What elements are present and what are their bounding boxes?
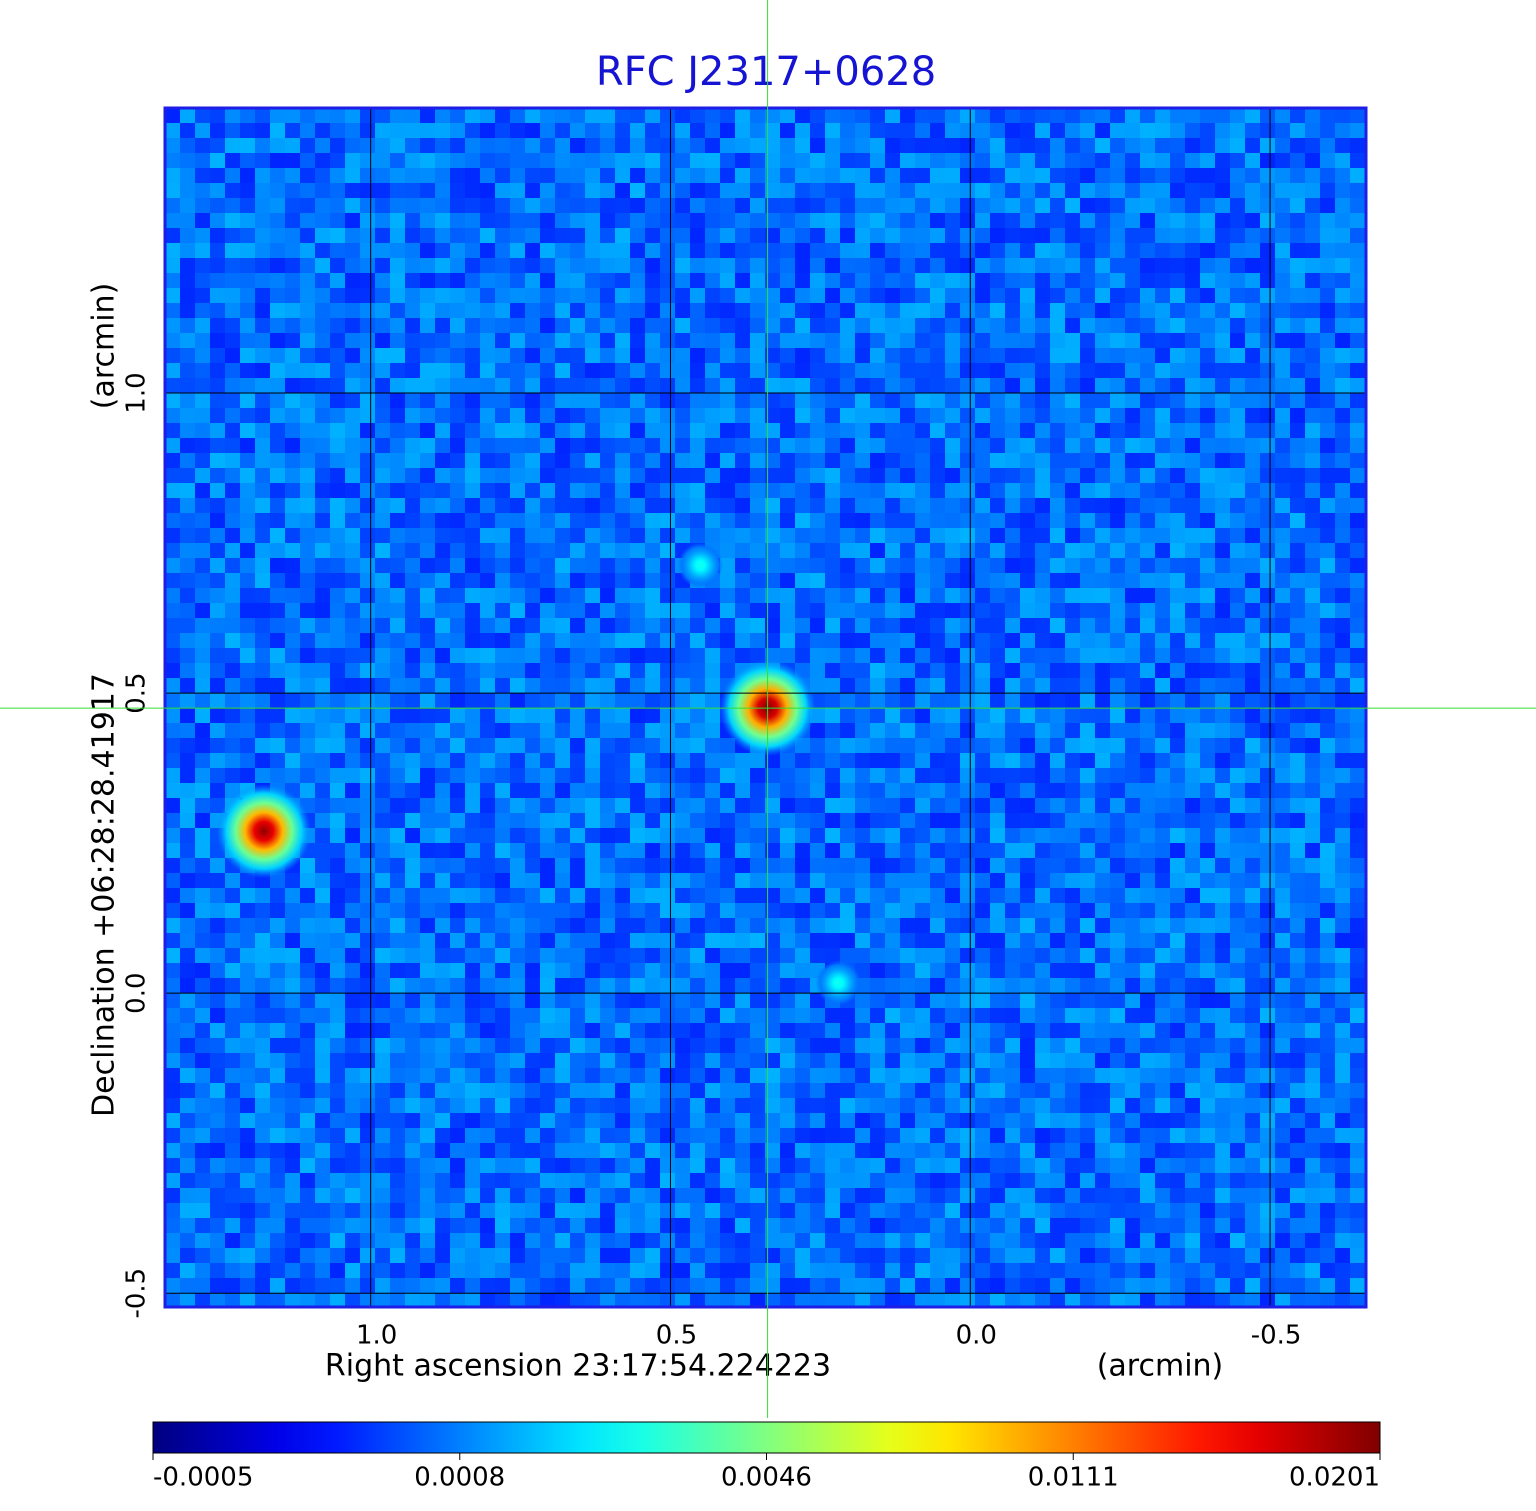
y-axis-unit: (arcmin)	[87, 283, 122, 410]
x-tick-label: 0.5	[656, 1321, 697, 1351]
source	[815, 960, 861, 1006]
x-axis-unit: (arcmin)	[1097, 1349, 1224, 1384]
source	[677, 542, 723, 588]
x-axis-label: Right ascension 23:17:54.224223	[325, 1349, 831, 1384]
y-axis-label: Declination +06:28:28.41917	[87, 673, 122, 1117]
y-tick-label: 1.0	[122, 372, 152, 413]
x-tick-label: -0.5	[1251, 1321, 1302, 1351]
chart-title: RFC J2317+0628	[596, 49, 936, 95]
colorbar-tick-label: 0.0111	[1028, 1463, 1119, 1493]
x-tick-label: 1.0	[356, 1321, 397, 1351]
y-tick-label: -0.5	[122, 1268, 152, 1319]
y-tick-label: 0.5	[122, 672, 152, 713]
colorbar-tick-label: -0.0005	[153, 1463, 253, 1493]
colorbar-tick-label: 0.0008	[414, 1463, 505, 1493]
colorbar-tick-label: 0.0046	[721, 1463, 812, 1493]
plot-frame	[163, 106, 1368, 1309]
image-noise	[165, 108, 1366, 1307]
colorbar-tick-label: 0.0201	[1289, 1463, 1380, 1493]
colorbar	[152, 1421, 1381, 1454]
y-tick-label: 0.0	[122, 972, 152, 1013]
x-tick-label: 0.0	[956, 1321, 997, 1351]
source	[216, 783, 312, 879]
